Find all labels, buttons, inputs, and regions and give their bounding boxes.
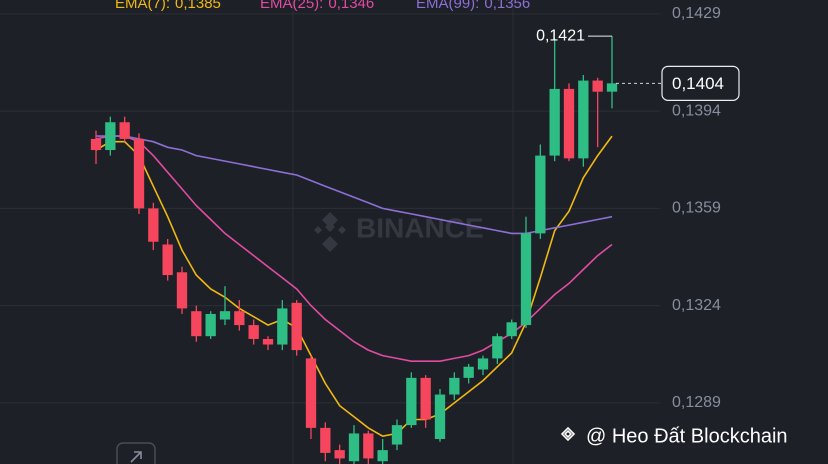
candle-body (463, 366, 474, 378)
candle-body (449, 377, 460, 395)
legend-value: 0,1385 (175, 0, 221, 12)
legend-entry: EMA(25): 0,1346 (260, 0, 374, 12)
candle-body (191, 311, 202, 337)
candle-body (549, 88, 560, 156)
candle-body (578, 80, 589, 159)
credit: @ Heo Đất Blockchain (560, 425, 788, 447)
expand-icon (130, 451, 142, 463)
y-tick-label: 0,1289 (672, 394, 721, 411)
legend-name: EMA(7): (115, 0, 170, 12)
candle-body (606, 83, 618, 92)
candle-body (406, 377, 417, 426)
candle-body (219, 311, 231, 320)
legend-entry: EMA(99): 0,1356 (416, 0, 530, 12)
candle-body (162, 244, 173, 276)
candle-body (119, 122, 130, 139)
candles (90, 36, 618, 464)
credit-icon (560, 426, 576, 442)
candle-body (90, 138, 102, 151)
y-tick-label: 0,1359 (672, 200, 721, 217)
candle-body (248, 325, 259, 339)
candle-body (592, 80, 603, 92)
candle-body (205, 313, 216, 337)
candle-body (535, 155, 546, 234)
credit-text: @ Heo Đất Blockchain (586, 425, 788, 447)
candle-body (234, 311, 245, 326)
legend-value: 0,1356 (484, 0, 530, 12)
y-tick-label: 0,1429 (672, 5, 721, 22)
legend-entry: EMA(7): 0,1385 (115, 0, 221, 12)
last-price-box (661, 65, 740, 101)
candle-body (520, 233, 532, 326)
legend-name: EMA(99): (416, 0, 479, 12)
candle-body (391, 425, 403, 445)
legend-value: 0,1346 (328, 0, 374, 12)
candle-body (363, 433, 374, 459)
watermark-text: BINANCE (356, 212, 484, 243)
expand-button[interactable] (116, 442, 156, 464)
watermark-logo (314, 212, 346, 252)
candle-body (320, 427, 331, 453)
grid: 0,1429 0,1394 0,1359 0,1324 0,1289 (0, 5, 721, 411)
candle-body (176, 272, 188, 309)
candle-body (262, 338, 274, 345)
candle-body (477, 358, 489, 370)
candle-body (506, 322, 517, 337)
max-price-label: 0,1421 (536, 27, 585, 44)
candle-body (305, 358, 317, 428)
legend-name: EMA(25): (260, 0, 323, 12)
candle-body (291, 302, 302, 351)
y-tick-label: 0,1394 (672, 102, 721, 119)
watermark: BINANCE (314, 212, 484, 252)
candle-body (492, 336, 503, 359)
last-price-label: 0,1404 (672, 74, 724, 93)
candle-body (133, 138, 145, 209)
candle-body (334, 450, 345, 459)
candle-body (377, 450, 388, 462)
candle-body (348, 433, 360, 462)
candle-body (148, 208, 159, 242)
candle-body (420, 377, 431, 420)
candle-body (434, 394, 446, 439)
y-tick-label: 0,1324 (672, 297, 721, 314)
candle-body (563, 88, 575, 159)
candle-body (277, 308, 288, 345)
overlay: EMA(7): 0,1385 EMA(25): 0,1346 EMA(99): 0,135… (115, 0, 740, 101)
candle-body (105, 122, 116, 151)
